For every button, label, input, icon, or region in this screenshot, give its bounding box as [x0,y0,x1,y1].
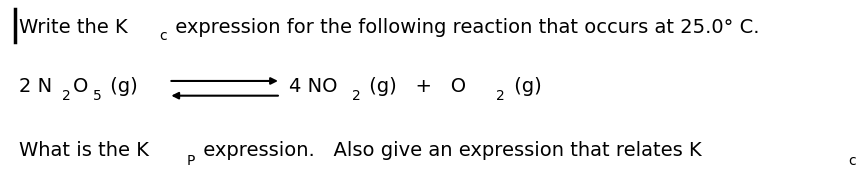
Text: 4 NO: 4 NO [289,77,338,96]
Text: 2: 2 [497,89,505,103]
Text: 2: 2 [352,89,361,103]
Text: P: P [187,154,195,168]
Text: 2: 2 [61,89,71,103]
Text: (g)   +   O: (g) + O [363,77,467,96]
Text: (g): (g) [105,77,138,96]
Text: Write the K: Write the K [19,18,128,37]
Text: What is the K: What is the K [19,141,149,160]
Text: expression.   Also give an expression that relates K: expression. Also give an expression that… [197,141,702,160]
Text: (g): (g) [508,77,542,96]
Text: expression for the following reaction that occurs at 25.0° C.: expression for the following reaction th… [169,18,759,37]
Text: c: c [848,154,856,168]
Text: and K: and K [858,141,864,160]
Text: 5: 5 [92,89,102,103]
Text: O: O [73,77,88,96]
Text: c: c [159,29,167,43]
Text: 2 N: 2 N [19,77,52,96]
